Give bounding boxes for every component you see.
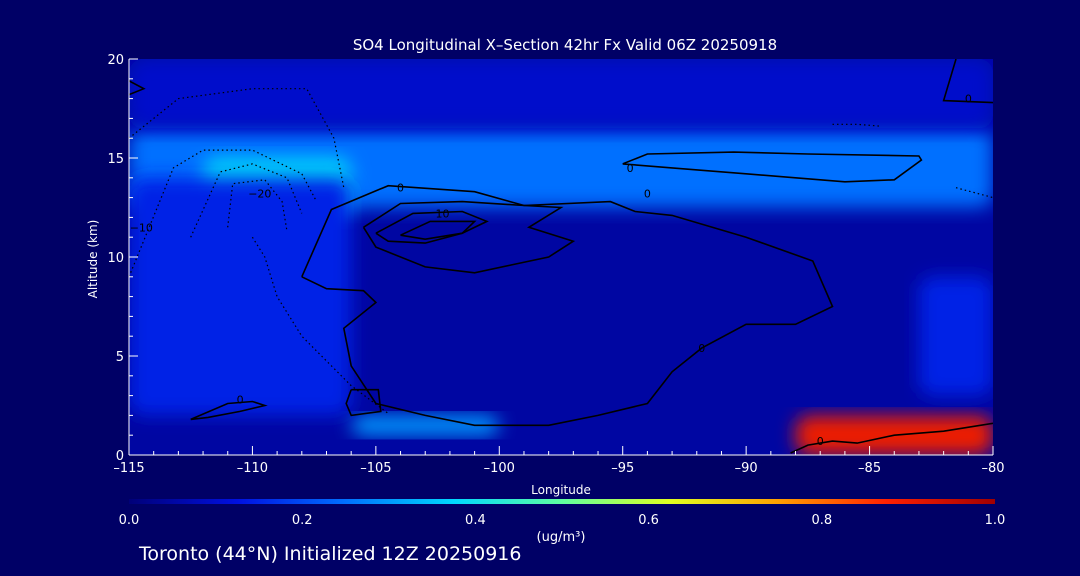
contour-label: 0 [627, 162, 634, 175]
x-tick-label: –115 [113, 461, 144, 476]
contour-lines [129, 59, 993, 454]
x-tick-label: –80 [981, 461, 1004, 476]
contour-neg-west-1 [129, 88, 345, 188]
field-west-column [129, 177, 352, 416]
colorbar-tick-label: 0.2 [292, 513, 313, 528]
x-axis-label: Longitude [531, 483, 591, 497]
contour-left-edge [129, 80, 146, 96]
y-axis-label: Altitude (km) [86, 220, 100, 299]
contour-twenty-core [400, 220, 477, 241]
contour-label: 0 [817, 435, 824, 448]
y-tick-label: 5 [116, 350, 124, 365]
contour-label: 0 [644, 188, 651, 201]
colorbar-tick-label: 0.8 [811, 513, 832, 528]
contour-ten-inner [375, 210, 489, 244]
contour-label: 10 [436, 207, 450, 220]
contour-label: 0 [698, 342, 705, 355]
contour-neg-west-2 [129, 149, 318, 278]
colorbar: 0.0 0.2 0.4 0.6 0.8 1.0 (ug/m³) [119, 499, 1006, 545]
contour-zero-top-east [942, 59, 993, 104]
colorbar-gradient [129, 499, 995, 504]
y-axis: 0 5 10 15 20 [107, 53, 138, 464]
y-tick-label: 15 [107, 152, 124, 167]
contour-neg-west-3 [190, 163, 303, 238]
x-tick-label: –90 [735, 461, 758, 476]
contour-zero-ring [362, 200, 576, 274]
y-tick-label: 20 [107, 53, 124, 68]
chart-title: SO4 Longitudinal X–Section 42hr Fx Valid… [353, 36, 777, 54]
x-axis: –115 –110 –105 –100 –95 –90 –85 –80 [113, 446, 1005, 476]
contour-neg-upper-east [832, 123, 882, 127]
footer-location-text: Toronto (44°N) Initialized 12Z 20250916 [138, 543, 522, 565]
colorbar-tick-label: 0.4 [465, 513, 486, 528]
contour-neg-west-5 [251, 236, 389, 414]
contour-label: −20 [248, 188, 271, 201]
concentration-fields [129, 59, 993, 455]
y-tick-label: 0 [116, 449, 124, 464]
x-tick-label: –110 [237, 461, 268, 476]
colorbar-tick-label: 0.0 [119, 513, 140, 528]
colorbar-tick-label: 0.6 [638, 513, 659, 528]
contour-label: 0 [237, 394, 244, 407]
contour-neg-east-edge [955, 187, 993, 199]
x-tick-label: –100 [484, 461, 515, 476]
colorbar-tick-label: 1.0 [985, 513, 1006, 528]
x-tick-label: –105 [360, 461, 391, 476]
contour-zero-island [345, 388, 382, 417]
colorbar-ticks: 0.0 0.2 0.4 0.6 0.8 1.0 [119, 513, 1006, 528]
contour-label: 0 [965, 93, 972, 106]
contour-label: −10 [130, 221, 153, 234]
contour-zero-main [301, 184, 834, 427]
y-tick-label: 10 [107, 251, 124, 266]
contour-zero-west-low [190, 400, 268, 421]
x-tick-label: –95 [611, 461, 634, 476]
field-east-column [918, 276, 993, 396]
contour-zero-upper [622, 151, 923, 183]
contour-label: 0 [397, 182, 404, 195]
field-low-plume [351, 415, 500, 436]
x-tick-label: –85 [858, 461, 881, 476]
colorbar-units-label: (ug/m³) [537, 530, 586, 545]
contour-zero-surface-east [790, 422, 993, 454]
field-top-band [129, 59, 993, 129]
